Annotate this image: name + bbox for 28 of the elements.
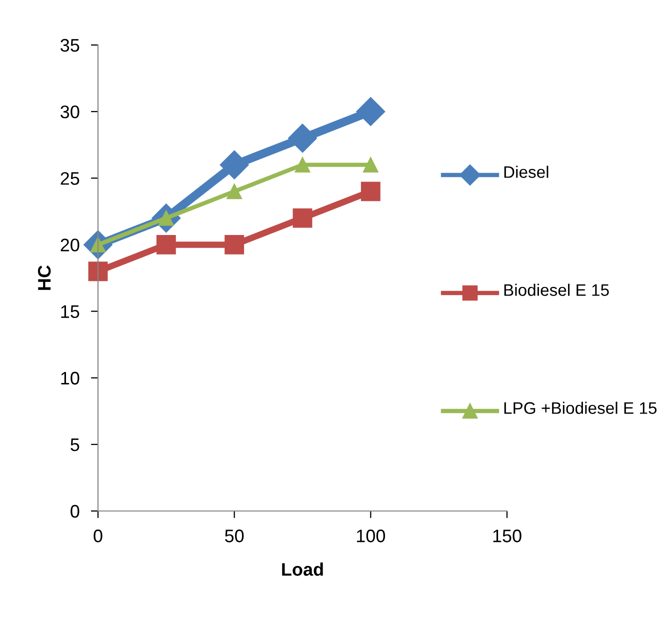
y-tick-label: 10 [61, 372, 80, 385]
x-tick-label: 50 [225, 530, 244, 542]
point [292, 208, 312, 228]
x-tick-label: 0 [94, 530, 102, 542]
point [156, 234, 176, 254]
legend-label: Biodiesel E 15 [504, 284, 609, 296]
y-tick-label: 15 [61, 305, 80, 318]
y-tick-label: 25 [60, 172, 80, 185]
point [360, 182, 380, 202]
legend-label: Diesel [504, 166, 548, 178]
point [220, 150, 249, 180]
y-tick-label: 35 [60, 38, 80, 52]
point [356, 97, 386, 126]
point [226, 184, 242, 200]
y-tick-label: 5 [70, 438, 80, 452]
x-tick-label: 150 [493, 530, 522, 542]
y-tick-label: 0 [70, 504, 80, 518]
point [224, 234, 244, 254]
x-tick-label: 100 [356, 530, 386, 542]
point [88, 262, 108, 282]
point [288, 124, 317, 153]
y-axis-title: HC [38, 265, 51, 290]
point [294, 157, 310, 172]
x-axis-title: Load [282, 562, 323, 576]
y-tick-label: 30 [60, 106, 80, 118]
point [363, 157, 378, 172]
legend-label: LPG +Biodiesel E 15 [504, 402, 657, 414]
y-tick-label: 20 [60, 238, 80, 252]
